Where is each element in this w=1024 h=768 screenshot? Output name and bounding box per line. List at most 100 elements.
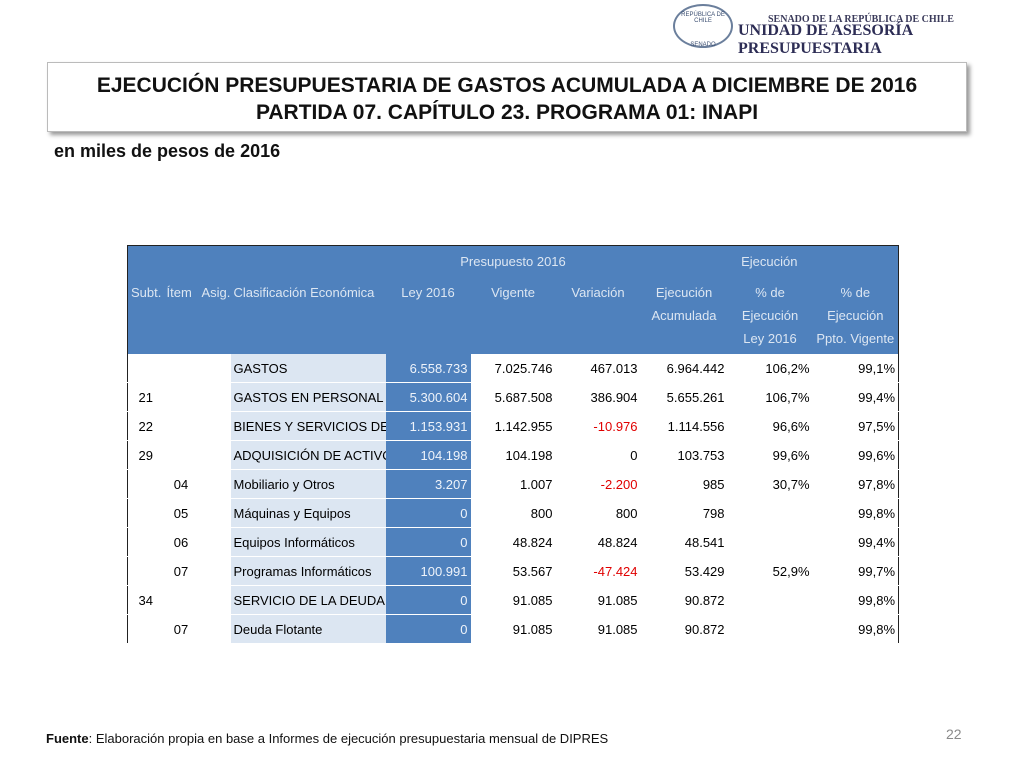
table-cell: 48.824 [470, 527, 556, 557]
seal-bottom: SENADO [690, 42, 716, 48]
table-row: 34 SERVICIO DE LA DEUDA 0 91.085 91.085 90.87… [127, 585, 899, 615]
table-cell [198, 354, 231, 383]
table-cell [127, 498, 164, 528]
seal: REPÚBLICA DE CHILE SENADO [673, 4, 733, 48]
table-cell: 91.085 [555, 585, 641, 615]
table-cell: 06 [163, 527, 199, 557]
column-header: % de Ejecución Ley 2016 [727, 277, 813, 354]
table-cell: 07 [163, 614, 199, 644]
table-cell: 53.567 [470, 556, 556, 586]
table-cell: Mobiliario y Otros [230, 469, 386, 499]
table-cell: 21 [127, 382, 164, 412]
table-cell: 30,7% [727, 469, 813, 499]
table-cell: 90.872 [640, 614, 728, 644]
table-row: 22 BIENES Y SERVICIOS DE 1.153.931 1.142.95… [127, 411, 899, 441]
page-number: 22 [946, 726, 962, 742]
title-box: EJECUCIÓN PRESUPUESTARIA DE GASTOS ACUMU… [47, 62, 967, 132]
table-cell [163, 354, 199, 383]
table-cell: 7.025.746 [470, 354, 556, 383]
table-cell: 99,1% [812, 354, 899, 383]
column-header: Vigente [470, 277, 556, 354]
table-cell: SERVICIO DE LA DEUDA [230, 585, 386, 615]
table-cell: 0 [385, 585, 471, 615]
table-cell: Programas Informáticos [230, 556, 386, 586]
table-cell: 04 [163, 469, 199, 499]
source-text: : Elaboración propia en base a Informes … [88, 731, 609, 746]
table-cell: 106,7% [727, 382, 813, 412]
header-cell [127, 245, 386, 277]
group-header: Ejecución [640, 245, 899, 277]
table-cell: 0 [385, 614, 471, 644]
seal-top: REPÚBLICA DE CHILE [681, 12, 725, 24]
table-cell: 48.824 [555, 527, 641, 557]
org-top: SENADO DE LA REPÚBLICA DE CHILE [768, 14, 954, 25]
table-cell: GASTOS [230, 354, 386, 383]
table-cell: 07 [163, 556, 199, 586]
org-main: UNIDAD DE ASESORÍA PRESUPUESTARIA [738, 22, 913, 57]
table-cell: 5.687.508 [470, 382, 556, 412]
table-cell [163, 382, 199, 412]
table-cell [127, 614, 164, 644]
table-cell: 5.300.604 [385, 382, 471, 412]
table-cell: 91.085 [555, 614, 641, 644]
table-cell: -2.200 [555, 469, 641, 499]
table-cell: -10.976 [555, 411, 641, 441]
column-header: Variación [555, 277, 641, 354]
column-header: Ejecución Acumulada [640, 277, 728, 354]
table-cell: 22 [127, 411, 164, 441]
table-row: 05 Máquinas y Equipos 0 800 800 798 99,8% [127, 498, 899, 528]
table-cell [198, 614, 231, 644]
footer-source: Fuente: Elaboración propia en base a Inf… [46, 731, 608, 746]
table-cell: 53.429 [640, 556, 728, 586]
table-cell [727, 614, 813, 644]
table-cell: 800 [470, 498, 556, 528]
table-cell: 100.991 [385, 556, 471, 586]
table-cell: 99,4% [812, 382, 899, 412]
table-cell: 48.541 [640, 527, 728, 557]
table-cell: 1.153.931 [385, 411, 471, 441]
table-cell: 386.904 [555, 382, 641, 412]
table-row: 21 GASTOS EN PERSONAL 5.300.604 5.687.508 38… [127, 382, 899, 412]
group-header: Presupuesto 2016 [385, 245, 641, 277]
table-row: 29 ADQUISICIÓN DE ACTIVOS 104.198 104.198 0 1… [127, 440, 899, 470]
table-cell [163, 411, 199, 441]
table-cell: 52,9% [727, 556, 813, 586]
table-row: 07 Programas Informáticos 100.991 53.567 -47… [127, 556, 899, 586]
table-cell: 467.013 [555, 354, 641, 383]
column-header: Ítem [163, 277, 199, 354]
column-header: Asig. [198, 277, 231, 354]
table-cell [127, 469, 164, 499]
table-cell [163, 440, 199, 470]
table-cell: 99,6% [812, 440, 899, 470]
budget-table: Presupuesto 2016 Ejecución Subt. Ítem Asig… [127, 245, 900, 644]
column-row: Subt. Ítem Asig. Clasificación Económica Ley… [127, 277, 899, 354]
table-cell [727, 527, 813, 557]
table-cell [163, 585, 199, 615]
table-cell [727, 585, 813, 615]
table-cell [727, 498, 813, 528]
table-row: 07 Deuda Flotante 0 91.085 91.085 90.872 99,8% [127, 614, 899, 644]
title-line: EJECUCIÓN PRESUPUESTARIA DE GASTOS ACUMU… [96, 74, 918, 97]
table-cell: 97,8% [812, 469, 899, 499]
table-cell: BIENES Y SERVICIOS DE [230, 411, 386, 441]
table-cell [127, 354, 164, 383]
column-header: Subt. [127, 277, 164, 354]
table-cell [198, 469, 231, 499]
table-cell: Equipos Informáticos [230, 527, 386, 557]
table-row: 04 Mobiliario y Otros 3.207 1.007 -2.200 985 3… [127, 469, 899, 499]
table-cell: 96,6% [727, 411, 813, 441]
table-cell: 99,7% [812, 556, 899, 586]
table-cell: 1.142.955 [470, 411, 556, 441]
table-cell: 97,5% [812, 411, 899, 441]
table-cell: -47.424 [555, 556, 641, 586]
table-cell: 798 [640, 498, 728, 528]
table-cell [198, 498, 231, 528]
table-cell: 0 [385, 527, 471, 557]
table-cell: GASTOS EN PERSONAL [230, 382, 386, 412]
table-cell [198, 527, 231, 557]
table-cell: 104.198 [385, 440, 471, 470]
table-cell [198, 382, 231, 412]
table-cell [198, 585, 231, 615]
table-cell: 800 [555, 498, 641, 528]
table-cell: 3.207 [385, 469, 471, 499]
